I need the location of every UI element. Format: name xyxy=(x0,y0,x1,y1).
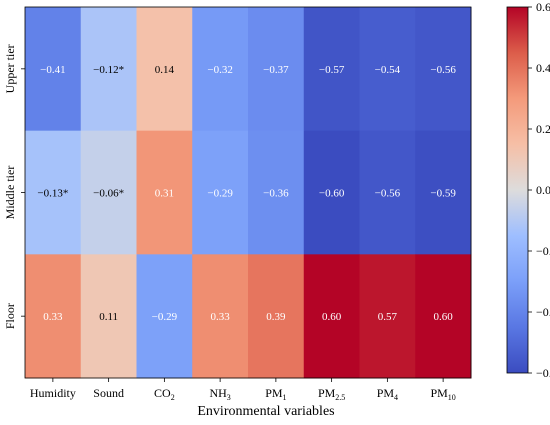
y-tick-label: Floor xyxy=(3,303,17,329)
x-tick-label: NH3 xyxy=(209,386,230,402)
heatmap-cell xyxy=(192,130,249,255)
y-tick-label: Upper tier xyxy=(3,44,17,93)
x-tick-label: Sound xyxy=(93,386,124,400)
cell-value-label: −0.29 xyxy=(207,188,233,200)
heatmap-cell-labels: −0.41 −0.12* 0.14 −0.32 −0.37 −0.57 −0.54 −0.56… xyxy=(37,64,456,323)
x-tick-label: PM4 xyxy=(377,386,398,402)
colorbar-ticks: 0.6 0.4 0.2 0.0 −0.2 −0.4 −0.6 xyxy=(528,0,550,380)
cell-value-label: −0.12* xyxy=(93,64,124,76)
heatmap-cell xyxy=(359,254,416,379)
heatmap-cell xyxy=(136,130,193,255)
heatmap-cell xyxy=(248,254,305,379)
x-tick-label: Humidity xyxy=(30,386,76,400)
x-tick-label: PM2.5 xyxy=(318,386,345,402)
heatmap-cell xyxy=(25,7,82,132)
x-axis-ticks: Humidity Sound CO2 NH3 PM1 PM2.5 PM4 PM10 xyxy=(30,378,456,402)
heatmap-cell xyxy=(80,130,137,255)
heatmap-cell xyxy=(303,130,360,255)
heatmap-cell xyxy=(192,254,249,379)
cell-value-label: −0.59 xyxy=(430,188,456,200)
x-axis-label: Environmental variables xyxy=(197,404,334,419)
cell-value-label: −0.56 xyxy=(375,188,401,200)
y-tick-label: Middle tier xyxy=(3,166,17,220)
heatmap-cell xyxy=(25,254,82,379)
heatmap-cell xyxy=(248,130,305,255)
colorbar-tick-label: 0.2 xyxy=(536,122,550,136)
cell-value-label: −0.36 xyxy=(263,188,289,200)
heatmap-cell xyxy=(136,254,193,379)
x-tick-label: CO2 xyxy=(154,386,175,402)
heatmap-cells xyxy=(25,7,472,379)
colorbar xyxy=(506,6,529,374)
cell-value-label: 0.39 xyxy=(266,311,286,323)
heatmap-cell xyxy=(25,130,82,255)
cell-value-label: −0.06* xyxy=(93,188,124,200)
cell-value-label: 0.60 xyxy=(434,311,454,323)
heatmap-cell xyxy=(136,7,193,132)
y-axis-ticks: Upper tier Middle tier Floor xyxy=(3,44,25,329)
colorbar-tick-label: 0.0 xyxy=(536,183,550,197)
cell-value-label: 0.33 xyxy=(43,311,63,323)
colorbar-tick-label: −0.6 xyxy=(536,366,550,380)
x-tick-label: PM1 xyxy=(265,386,286,402)
cell-value-label: −0.29 xyxy=(152,311,178,323)
heatmap-cell xyxy=(248,7,305,132)
x-tick-label: PM10 xyxy=(430,386,455,402)
heatmap-cell xyxy=(415,130,472,255)
cell-value-label: 0.14 xyxy=(155,64,175,76)
heatmap-cell xyxy=(303,254,360,379)
heatmap-cell xyxy=(80,7,137,132)
heatmap-cell xyxy=(359,130,416,255)
cell-value-label: 0.31 xyxy=(155,188,174,200)
colorbar-gradient xyxy=(506,6,529,374)
heatmap-cell xyxy=(415,7,472,132)
heatmap-cell xyxy=(192,7,249,132)
cell-value-label: −0.60 xyxy=(319,188,345,200)
cell-value-label: −0.57 xyxy=(319,64,345,76)
heatmap-cell xyxy=(80,254,137,379)
plot-frame xyxy=(24,6,472,379)
cell-value-label: 0.11 xyxy=(99,311,118,323)
colorbar-tick-label: 0.6 xyxy=(536,0,550,14)
cell-value-label: −0.54 xyxy=(375,64,401,76)
colorbar-tick-label: −0.4 xyxy=(536,305,550,319)
cell-value-label: −0.37 xyxy=(263,64,289,76)
cell-value-label: −0.56 xyxy=(430,64,456,76)
heatmap-cell xyxy=(303,7,360,132)
heatmap-cell xyxy=(359,7,416,132)
cell-value-label: 0.33 xyxy=(211,311,231,323)
colorbar-tick-label: −0.2 xyxy=(536,244,550,258)
cell-value-label: −0.41 xyxy=(40,64,65,76)
cell-value-label: 0.57 xyxy=(378,311,398,323)
cell-value-label: −0.32 xyxy=(207,64,232,76)
colorbar-tick-label: 0.4 xyxy=(536,61,550,75)
cell-value-label: −0.13* xyxy=(37,188,68,200)
cell-value-label: 0.60 xyxy=(322,311,342,323)
heatmap-cell xyxy=(415,254,472,379)
